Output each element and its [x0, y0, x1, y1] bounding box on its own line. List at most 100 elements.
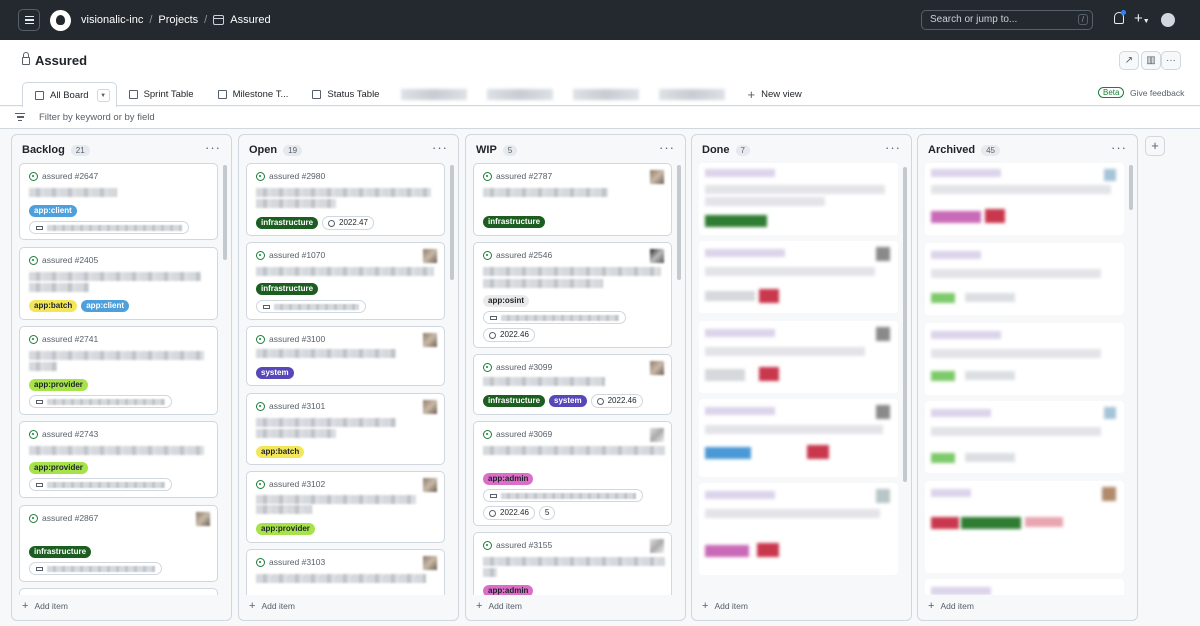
milestone-chip[interactable]	[483, 489, 643, 502]
tab-milestone-table[interactable]: Milestone T...	[206, 82, 301, 106]
label-app-client[interactable]: app:client	[81, 300, 129, 312]
label-app-batch[interactable]: app:batch	[29, 300, 77, 312]
milestone-chip[interactable]	[483, 311, 626, 324]
issue-card[interactable]	[19, 588, 218, 595]
milestone-chip[interactable]	[29, 221, 189, 234]
issue-card[interactable]: assured #2405 app:batch app:client	[19, 247, 218, 320]
issue-card[interactable]: assured #3100 system	[246, 326, 445, 386]
label-infrastructure[interactable]: infrastructure	[29, 546, 91, 558]
iteration-chip[interactable]: 2022.46	[591, 394, 643, 408]
tab-status-table[interactable]: Status Table	[300, 82, 391, 106]
side-panel-button[interactable]: ▥	[1141, 51, 1161, 70]
add-item-button[interactable]: + Add item	[22, 600, 68, 612]
tab-sprint-table[interactable]: Sprint Table	[117, 82, 206, 106]
label-infrastructure[interactable]: infrastructure	[256, 283, 318, 295]
issue-card[interactable]: assured #2787 infrastructure	[473, 163, 672, 236]
label-app-client[interactable]: app:client	[29, 205, 77, 217]
label-app-admin[interactable]: app:admin	[483, 473, 533, 485]
breadcrumb-projects[interactable]: Projects	[158, 14, 198, 26]
kebab-icon[interactable]: ···	[1111, 140, 1127, 155]
issue-card[interactable]: assured #3099 infrastructure system 2022.4…	[473, 354, 672, 415]
issue-card[interactable]: assured #2743 app:provider	[19, 421, 218, 498]
redacted-card[interactable]	[699, 163, 898, 235]
issue-card[interactable]: assured #3103	[246, 549, 445, 595]
column-scrollbar[interactable]	[223, 165, 227, 260]
redacted-card[interactable]	[925, 243, 1124, 315]
filter-bar[interactable]: Filter by keyword or by field	[0, 107, 1200, 129]
filter-input[interactable]: Filter by keyword or by field	[39, 112, 155, 123]
hamburger-icon[interactable]	[18, 9, 40, 31]
iteration-chip[interactable]: 2022.47	[322, 216, 374, 230]
project-menu-button[interactable]: ···	[1161, 51, 1181, 70]
tab-redacted[interactable]	[401, 89, 467, 100]
label-app-provider[interactable]: app:provider	[29, 379, 88, 391]
column-scrollbar[interactable]	[903, 167, 907, 482]
breadcrumb-org[interactable]: visionalic-inc	[81, 14, 143, 26]
milestone-chip[interactable]	[29, 395, 172, 408]
create-new-button[interactable]: +▼	[1134, 10, 1150, 27]
issue-number: assured #3101	[269, 401, 325, 411]
iteration-chip[interactable]: 2022.46	[483, 506, 535, 520]
column-scrollbar[interactable]	[450, 165, 454, 280]
tab-all-board[interactable]: All Board ▼	[22, 82, 117, 107]
insights-button[interactable]: ↗	[1119, 51, 1139, 70]
redacted-card[interactable]	[925, 579, 1124, 595]
label-app-provider[interactable]: app:provider	[256, 523, 315, 535]
add-column-button[interactable]: +	[1145, 136, 1165, 156]
issue-card[interactable]: assured #3155 app:admin	[473, 532, 672, 595]
issue-card[interactable]: assured #2741 app:provider	[19, 326, 218, 415]
add-item-button[interactable]: + Add item	[249, 600, 295, 612]
issue-card[interactable]: assured #3102 app:provider	[246, 471, 445, 543]
label-infrastructure[interactable]: infrastructure	[256, 217, 318, 229]
redacted-card[interactable]	[699, 483, 898, 575]
give-feedback-link[interactable]: Give feedback	[1130, 88, 1184, 98]
redacted-card[interactable]	[699, 241, 898, 313]
issue-card[interactable]: assured #2647 app:client	[19, 163, 218, 240]
chevron-down-icon[interactable]: ▼	[97, 89, 110, 102]
label-app-admin[interactable]: app:admin	[483, 585, 533, 595]
kebab-icon[interactable]: ···	[205, 140, 221, 155]
redacted-card[interactable]	[699, 399, 898, 477]
label-system[interactable]: system	[549, 395, 587, 407]
column-scrollbar[interactable]	[1129, 165, 1133, 210]
column-scrollbar[interactable]	[677, 165, 681, 280]
milestone-chip[interactable]	[29, 478, 172, 491]
redacted-card[interactable]	[925, 323, 1124, 395]
label-app-batch[interactable]: app:batch	[256, 446, 304, 458]
add-item-label: Add item	[714, 601, 748, 611]
label-system[interactable]: system	[256, 367, 294, 379]
issue-card[interactable]: assured #1070 infrastructure	[246, 242, 445, 320]
avatar[interactable]	[1161, 13, 1175, 27]
tab-redacted[interactable]	[573, 89, 639, 100]
issue-card[interactable]: assured #3069 app:admin 2022.46 5	[473, 421, 672, 526]
label-app-osint[interactable]: app:osint	[483, 295, 529, 307]
kebab-icon[interactable]: ···	[885, 140, 901, 155]
add-item-button[interactable]: + Add item	[702, 600, 748, 612]
label-infrastructure[interactable]: infrastructure	[483, 395, 545, 407]
kebab-icon[interactable]: ···	[659, 140, 675, 155]
breadcrumb-project[interactable]: Assured	[230, 14, 270, 26]
redacted-card[interactable]	[699, 321, 898, 393]
column-wip: WIP 5 ··· assured #2787 infrastructure as…	[465, 134, 686, 621]
label-infrastructure[interactable]: infrastructure	[483, 216, 545, 228]
issue-card[interactable]: assured #2546 app:osint 2022.46	[473, 242, 672, 348]
estimate-chip[interactable]: 5	[539, 506, 555, 520]
label-app-provider[interactable]: app:provider	[29, 462, 88, 474]
tab-redacted[interactable]	[659, 89, 725, 100]
milestone-chip[interactable]	[29, 562, 162, 575]
new-view-button[interactable]: + New view	[735, 82, 813, 106]
redacted-card[interactable]	[925, 401, 1124, 473]
add-item-button[interactable]: + Add item	[476, 600, 522, 612]
milestone-chip[interactable]	[256, 300, 366, 313]
redacted-card[interactable]	[925, 163, 1124, 235]
add-item-button[interactable]: + Add item	[928, 600, 974, 612]
redacted-card[interactable]	[925, 481, 1124, 573]
tab-redacted[interactable]	[487, 89, 553, 100]
issue-card[interactable]: assured #2980 infrastructure 2022.47	[246, 163, 445, 236]
iteration-chip[interactable]: 2022.46	[483, 328, 535, 342]
kebab-icon[interactable]: ···	[432, 140, 448, 155]
search-input[interactable]: Search or jump to... /	[921, 10, 1093, 30]
issue-card[interactable]: assured #3101 app:batch	[246, 393, 445, 465]
github-logo-icon[interactable]	[50, 10, 71, 31]
issue-card[interactable]: assured #2867 infrastructure	[19, 505, 218, 582]
